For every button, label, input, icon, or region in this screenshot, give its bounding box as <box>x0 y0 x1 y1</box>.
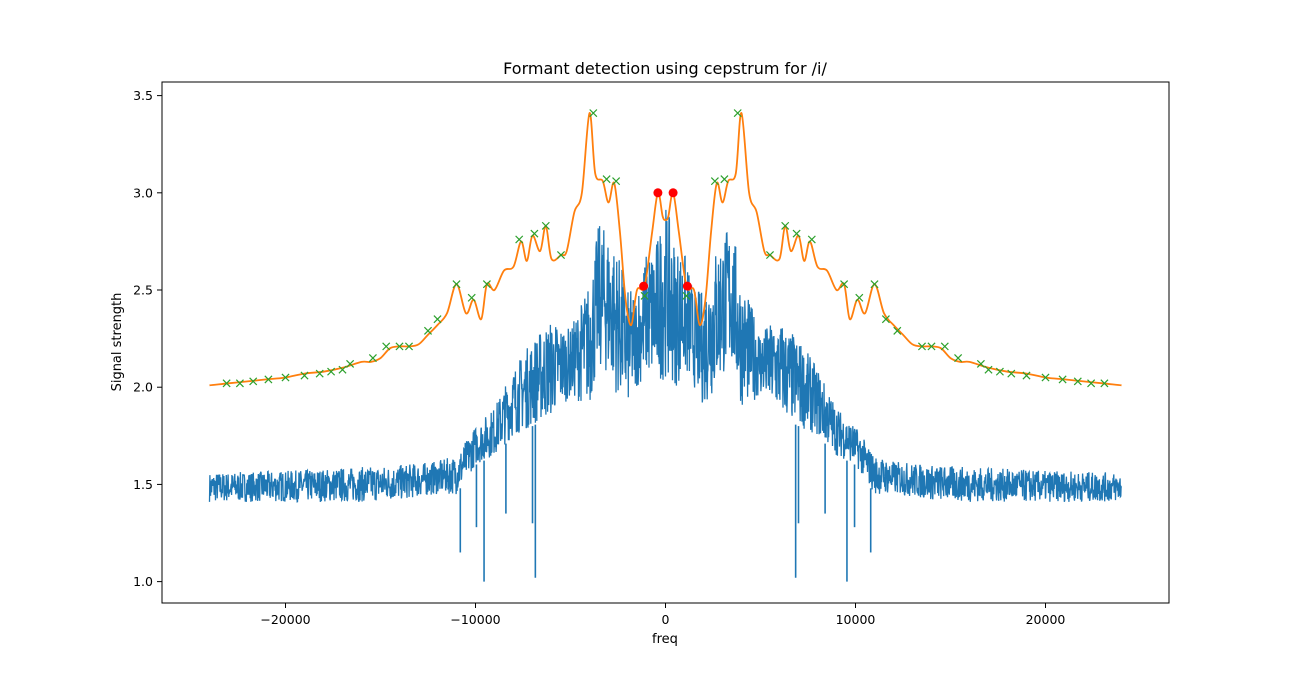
peak-marker <box>1073 377 1082 386</box>
peak-markers <box>222 109 1109 388</box>
peak-marker <box>870 280 879 289</box>
peak-marker <box>765 250 775 260</box>
y-tick-label: 1.0 <box>133 574 153 589</box>
peak-marker <box>281 373 290 382</box>
spectrum-line <box>208 209 1123 503</box>
peak-marker <box>602 175 611 184</box>
peak-marker <box>640 291 649 300</box>
peak-marker <box>433 315 442 324</box>
y-tick-label: 2.0 <box>133 380 153 395</box>
peak-marker <box>612 177 621 186</box>
x-axis-ticks: −20000 −10000 0 10000 20000 <box>260 603 1065 627</box>
peak-marker <box>840 280 849 289</box>
peak-marker <box>710 177 719 186</box>
peak-marker <box>1058 375 1067 384</box>
peak-marker <box>781 221 790 230</box>
y-tick-label: 3.5 <box>133 88 153 103</box>
peak-marker <box>482 280 491 289</box>
peak-marker <box>467 293 476 302</box>
x-tick-label: 20000 <box>1026 612 1066 627</box>
peak-marker <box>404 342 414 351</box>
peak-marker <box>940 342 949 351</box>
x-axis-label: freq <box>652 632 678 647</box>
chart-title: Formant detection using cepstrum for /i/ <box>503 59 827 78</box>
peak-marker <box>1007 369 1016 378</box>
peak-marker <box>807 235 816 244</box>
peak-marker <box>264 375 273 384</box>
peak-marker <box>382 342 391 351</box>
formant-marker <box>653 188 663 198</box>
peak-marker <box>395 342 404 351</box>
x-tick-label: 0 <box>662 612 670 627</box>
peak-marker <box>541 221 550 230</box>
peak-marker <box>893 326 902 335</box>
peak-marker <box>346 359 355 368</box>
y-axis-label: Signal strength <box>110 293 125 392</box>
y-tick-label: 1.5 <box>133 477 153 492</box>
peak-marker <box>917 342 927 351</box>
peak-marker <box>733 109 742 118</box>
y-axis-ticks: 1.0 1.5 2.0 2.5 3.0 3.5 <box>133 88 162 589</box>
peak-marker <box>1100 379 1109 388</box>
peak-marker <box>338 365 347 374</box>
peak-marker <box>792 229 801 238</box>
peak-marker <box>315 369 324 378</box>
peak-marker <box>423 326 433 335</box>
peak-marker <box>976 359 985 368</box>
formant-marker <box>639 281 649 291</box>
plot-area <box>208 109 1123 582</box>
peak-marker <box>855 293 864 302</box>
peak-marker <box>881 315 890 324</box>
peak-marker <box>368 354 377 363</box>
peak-marker <box>530 229 539 238</box>
formant-marker <box>668 188 678 198</box>
peak-marker <box>249 377 258 386</box>
peak-marker <box>515 235 524 244</box>
peak-marker <box>222 379 231 388</box>
peak-marker <box>984 365 993 374</box>
peak-marker <box>589 109 598 118</box>
peak-marker <box>927 342 936 351</box>
peak-marker <box>682 291 691 300</box>
envelope-line <box>209 112 1122 387</box>
peak-marker <box>720 175 729 184</box>
peak-marker <box>300 371 309 380</box>
peak-marker <box>556 250 566 260</box>
spectrum-series <box>208 209 1123 582</box>
formant-markers <box>639 188 692 291</box>
peak-marker <box>235 379 244 388</box>
y-tick-label: 3.0 <box>133 185 153 200</box>
peak-marker <box>954 354 963 363</box>
x-tick-label: −20000 <box>260 612 310 627</box>
peak-marker <box>995 367 1004 376</box>
peak-marker <box>327 367 336 376</box>
peak-marker <box>452 280 461 289</box>
x-tick-label: 10000 <box>836 612 876 627</box>
y-tick-label: 2.5 <box>133 283 153 298</box>
peak-marker <box>1022 371 1031 380</box>
peak-marker <box>1041 373 1050 382</box>
x-tick-label: −10000 <box>450 612 500 627</box>
peak-marker <box>1087 379 1096 388</box>
formant-marker <box>682 281 692 291</box>
